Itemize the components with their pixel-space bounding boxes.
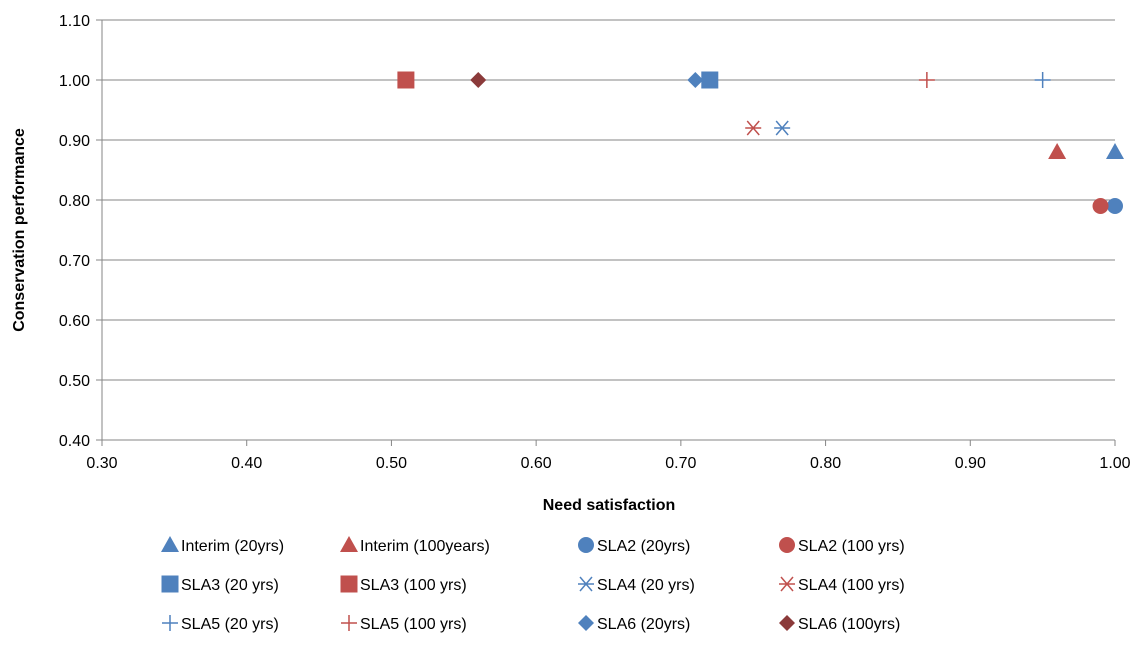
- legend-label: SLA2 (100 yrs): [798, 538, 905, 555]
- series-0-point-group: [1106, 143, 1124, 159]
- legend-label: SLA5 (100 yrs): [360, 616, 467, 633]
- legend-label: SLA5 (20 yrs): [181, 616, 279, 633]
- legend-marker: [340, 536, 358, 552]
- legend-item: SLA2 (100 yrs): [779, 537, 905, 555]
- data-points: [397, 71, 1124, 214]
- legend-marker: [578, 537, 594, 553]
- gridlines: [102, 19, 1115, 381]
- x-tick-label: 0.80: [810, 455, 841, 472]
- x-tick-label: 0.90: [955, 455, 986, 472]
- series-2-point-group: [1107, 198, 1123, 214]
- data-point: [470, 72, 487, 88]
- legend-label: Interim (20yrs): [181, 538, 284, 555]
- series-7-point-group: [745, 120, 762, 136]
- legend-item: Interim (20yrs): [161, 536, 284, 555]
- data-point: [1092, 198, 1109, 214]
- data-point: [745, 120, 762, 136]
- y-tick-label: 0.60: [59, 313, 90, 330]
- legend-label: SLA3 (20 yrs): [181, 577, 279, 594]
- series-10-point-group: [687, 72, 704, 88]
- data-point: [1107, 198, 1123, 214]
- legend-item: SLA6 (20yrs): [578, 615, 690, 633]
- y-tick-label: 1.10: [59, 13, 90, 30]
- series-1-point-group: [1048, 143, 1067, 159]
- data-point: [774, 120, 791, 136]
- legend-marker: [161, 536, 179, 552]
- x-tick-label: 0.60: [521, 455, 552, 472]
- legend-label: SLA3 (100 yrs): [360, 577, 467, 594]
- legend-marker: [578, 615, 594, 631]
- x-axis-title: Need satisfaction: [543, 497, 675, 514]
- legend-item: SLA3 (20 yrs): [161, 575, 279, 594]
- data-point: [1106, 143, 1124, 159]
- y-axis-title: Conservation performance: [11, 128, 28, 332]
- legend-item: SLA4 (100 yrs): [779, 576, 905, 594]
- legend-item: SLA4 (20 yrs): [578, 576, 695, 594]
- y-tick-label: 0.50: [59, 373, 90, 390]
- legend-item: SLA6 (100yrs): [779, 615, 900, 633]
- legend: Interim (20yrs) Interim (100years) SLA2 (2…: [161, 536, 905, 633]
- legend-label: SLA4 (100 yrs): [798, 577, 905, 594]
- series-11-point-group: [470, 72, 487, 88]
- legend-marker: [779, 615, 795, 631]
- data-point: [397, 71, 415, 89]
- legend-item: SLA5 (20 yrs): [162, 615, 279, 633]
- legend-label: SLA2 (20yrs): [597, 538, 690, 555]
- legend-marker: [341, 615, 357, 631]
- x-tick-label: 1.00: [1099, 455, 1130, 472]
- y-tick-label: 0.40: [59, 433, 90, 450]
- legend-label: SLA6 (100yrs): [798, 616, 900, 633]
- series-5-point-group: [397, 71, 415, 89]
- y-tick-label: 1.00: [59, 73, 90, 90]
- series-8-point-group: [1034, 72, 1051, 88]
- legend-item: SLA5 (100 yrs): [341, 615, 467, 633]
- axes: 0.40 0.50 0.60 0.70 0.80 0.90 1.00 1.10 0.30 0.40…: [59, 13, 1131, 472]
- data-point: [1048, 143, 1067, 159]
- legend-item: SLA2 (20yrs): [578, 537, 690, 555]
- legend-marker: [340, 575, 358, 593]
- legend-marker: [578, 576, 594, 592]
- x-tick-label: 0.40: [231, 455, 262, 472]
- legend-marker: [161, 575, 179, 593]
- series-3-point-group: [1092, 198, 1109, 214]
- series-6-point-group: [774, 120, 791, 136]
- x-tick-label: 0.30: [86, 455, 117, 472]
- legend-label: SLA6 (20yrs): [597, 616, 690, 633]
- data-point: [687, 72, 704, 88]
- series-4-point-group: [701, 71, 719, 89]
- data-point: [701, 71, 719, 89]
- x-tick-label: 0.70: [665, 455, 696, 472]
- legend-item: SLA3 (100 yrs): [340, 575, 467, 594]
- y-tick-label: 0.70: [59, 253, 90, 270]
- legend-marker: [779, 537, 795, 553]
- legend-label: Interim (100years): [360, 538, 490, 555]
- legend-marker: [162, 615, 178, 631]
- legend-marker: [779, 576, 795, 592]
- data-point: [1034, 72, 1051, 88]
- y-tick-label: 0.90: [59, 133, 90, 150]
- data-point: [918, 72, 935, 88]
- x-tick-label: 0.50: [376, 455, 407, 472]
- y-tick-label: 0.80: [59, 193, 90, 210]
- legend-label: SLA4 (20 yrs): [597, 577, 695, 594]
- series-9-point-group: [918, 72, 935, 88]
- legend-item: Interim (100years): [340, 536, 490, 555]
